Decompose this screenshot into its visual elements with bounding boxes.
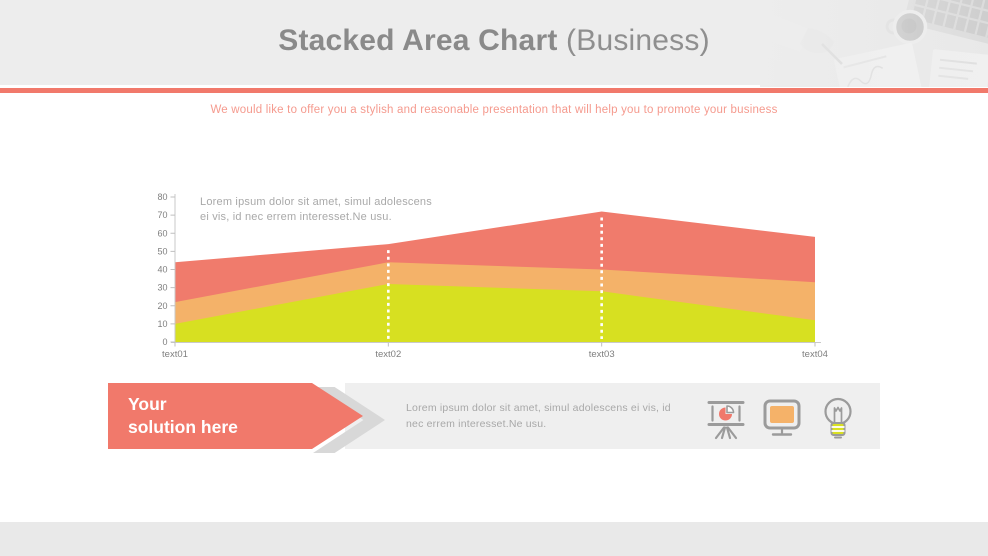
y-tick-label: 40 [157, 265, 167, 275]
page-title: Stacked Area Chart (Business) [0, 24, 988, 58]
y-tick-label: 80 [157, 192, 167, 202]
presentation-pie-chart-icon [707, 401, 745, 440]
y-axis-ticks: 0 10 20 30 40 50 60 70 80 [157, 192, 175, 347]
solution-arrow-banner: Your solution here [108, 383, 363, 449]
banner-description: Lorem ipsum dolor sit amet, simul adoles… [406, 402, 671, 430]
header-band: Stacked Area Chart (Business) [0, 0, 988, 87]
solution-title-line1: Your [128, 394, 167, 414]
subtitle: We would like to offer you a stylish and… [210, 104, 778, 116]
chart-annotation-line2: ei vis, id nec errem interesset.Ne usu. [200, 211, 392, 223]
photo-fade-overlay [760, 0, 988, 87]
chart-areas [175, 211, 815, 342]
marker-lines [387, 217, 603, 339]
title-suffix: (Business) [557, 24, 710, 57]
banner-icons [701, 394, 863, 442]
x-tick-label: text02 [375, 349, 401, 360]
footer-band [0, 522, 988, 556]
x-tick-label: text04 [802, 349, 828, 360]
x-axis-labels: text01 text02 text03 text04 [162, 342, 828, 360]
y-tick-label: 0 [162, 337, 167, 347]
y-tick-label: 20 [157, 301, 167, 311]
y-tick-label: 50 [157, 246, 167, 256]
y-tick-label: 70 [157, 210, 167, 220]
chart-annotation: Lorem ipsum dolor sit amet, simul adoles… [200, 195, 432, 225]
chart-annotation-line1: Lorem ipsum dolor sit amet, simul adoles… [200, 196, 432, 208]
y-tick-label: 60 [157, 228, 167, 238]
y-tick-label: 30 [157, 283, 167, 293]
x-tick-label: text01 [162, 349, 188, 360]
accent-divider [0, 88, 988, 93]
y-tick-label: 10 [157, 319, 167, 329]
area-series-green [175, 284, 815, 342]
light-bulb-icon [824, 397, 852, 439]
title-main: Stacked Area Chart [278, 24, 558, 57]
desk-photo [760, 0, 988, 87]
solution-title: Your solution here [108, 383, 363, 439]
solution-title-line2: solution here [128, 417, 238, 437]
x-tick-label: text03 [589, 349, 615, 360]
monitor-icon [763, 399, 801, 436]
